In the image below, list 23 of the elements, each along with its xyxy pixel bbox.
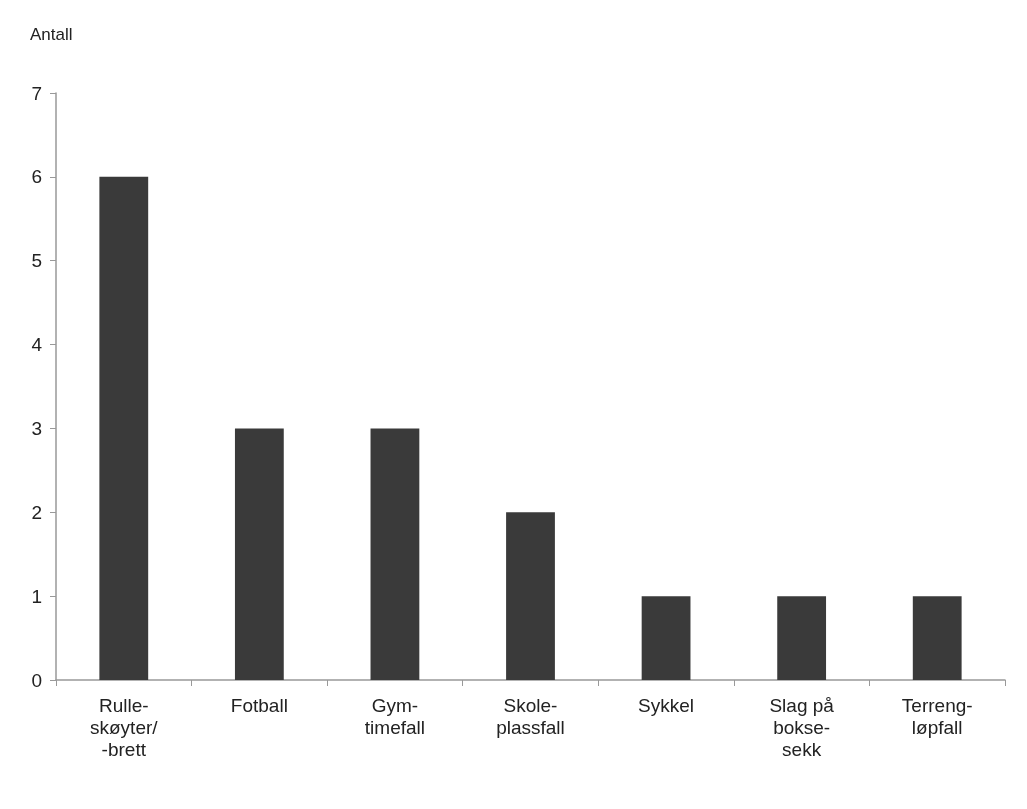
x-tick-label: Slag på bokse- sekk [769,694,835,760]
x-tick-label: Rulle- skøyter/ -brett [90,694,159,760]
y-axis-title: Antall [30,25,73,44]
bar [506,512,555,680]
y-tick-label: 2 [31,501,42,523]
y-tick-label: 0 [31,669,42,691]
bar [234,428,284,680]
bar [912,596,962,680]
y-tick-label: 3 [31,417,42,439]
x-tick-label: Fotball [230,694,288,716]
y-tick-label: 1 [31,585,42,607]
x-tick-label: Sykkel [638,694,695,716]
bar [641,596,691,680]
y-tick-label: 6 [31,166,42,188]
x-tick-label: Skole- plassfall [496,694,565,738]
y-tick-label: 4 [31,334,43,356]
bar [777,596,827,680]
y-tick-label: 5 [31,250,42,272]
bar [99,176,149,680]
y-tick-label: 7 [31,82,42,104]
bar [370,428,420,680]
x-tick-label: Gym- timefall [364,694,426,738]
x-tick-label: Terreng- løpfall [901,694,973,738]
